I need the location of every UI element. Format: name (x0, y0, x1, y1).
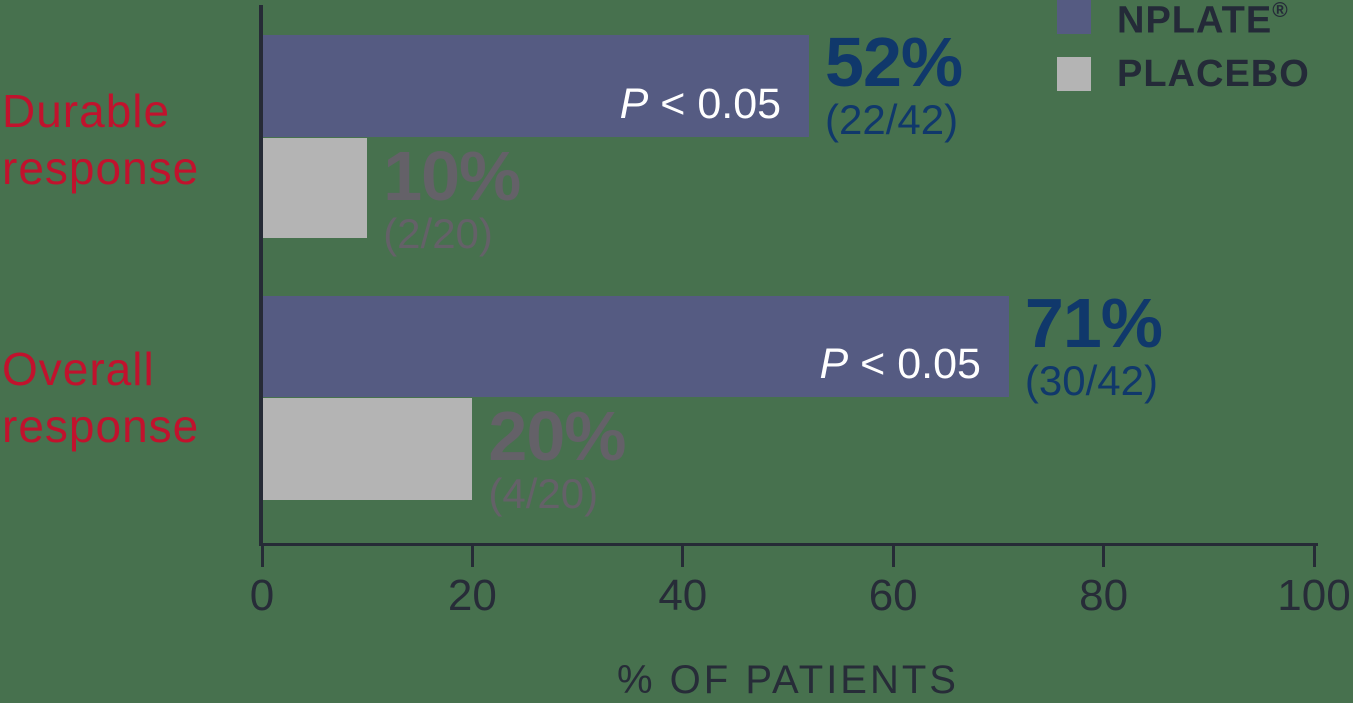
nplate-value-label-overall-response: 71% (30/42) (1024, 284, 1163, 404)
axis-tick (1312, 545, 1316, 567)
x-axis-title: % OF PATIENTS (617, 658, 959, 702)
percent-value: 52% (825, 23, 963, 101)
category-label-line: Durable (2, 85, 171, 137)
legend-item-placebo: PLACEBO (1057, 55, 1310, 93)
nplate-bar-durable-response (262, 35, 810, 137)
placebo-value-label-durable-response: 10% (2/20) (383, 137, 521, 257)
nplate-value-label-durable-response: 52% (22/42) (825, 23, 963, 143)
placebo-value-label-overall-response: 20% (4/20) (488, 397, 626, 517)
registered-mark: ® (1272, 0, 1289, 23)
fraction-value: (30/42) (1024, 357, 1158, 404)
percent-value: 71% (1024, 284, 1163, 362)
percent-value: 20% (488, 397, 626, 475)
axis-tick-label: 20 (447, 571, 497, 620)
p-italic: P (619, 80, 649, 128)
category-label-line: response (2, 400, 200, 452)
y-axis-line (259, 5, 263, 546)
category-label-overall-response: Overall response (2, 341, 199, 455)
legend-label-placebo: PLACEBO (1117, 55, 1310, 93)
legend-label-nplate: NPLATE® (1117, 0, 1289, 40)
axis-tick (1102, 545, 1106, 567)
legend-item-nplate: NPLATE® (1057, 0, 1310, 40)
axis-tick (681, 545, 685, 567)
legend: NPLATE® PLACEBO (1057, 0, 1310, 114)
placebo-bar-durable-response (262, 138, 368, 238)
axis-tick (260, 545, 264, 567)
percent-value: 10% (383, 137, 521, 215)
category-label-line: Overall (2, 343, 155, 395)
axis-tick (891, 545, 895, 567)
placebo-bar-overall-response (262, 398, 473, 500)
legend-swatch-placebo-icon (1057, 57, 1091, 91)
p-value-label-overall-response: P < 0.05 (819, 340, 981, 388)
category-label-line: response (2, 142, 200, 194)
axis-tick-label: 80 (1079, 571, 1129, 620)
axis-tick (470, 545, 474, 567)
legend-label-placebo-text: PLACEBO (1117, 53, 1310, 95)
axis-tick-label: 0 (249, 571, 275, 620)
fraction-value: (2/20) (383, 210, 493, 257)
x-axis-line (259, 543, 1318, 546)
axis-tick-label: 60 (868, 571, 918, 620)
fraction-value: (22/42) (825, 96, 959, 143)
legend-swatch-nplate-icon (1057, 0, 1091, 34)
fraction-value: (4/20) (488, 470, 599, 517)
legend-label-nplate-text: NPLATE (1117, 0, 1273, 42)
category-label-durable-response: Durable response (2, 83, 199, 197)
axis-tick-label: 40 (658, 571, 708, 620)
p-italic: P (819, 340, 849, 388)
nplate-bar-overall-response (262, 296, 1009, 397)
p-value-label-durable-response: P < 0.05 (619, 80, 782, 128)
axis-tick-label: 100 (1277, 571, 1351, 620)
